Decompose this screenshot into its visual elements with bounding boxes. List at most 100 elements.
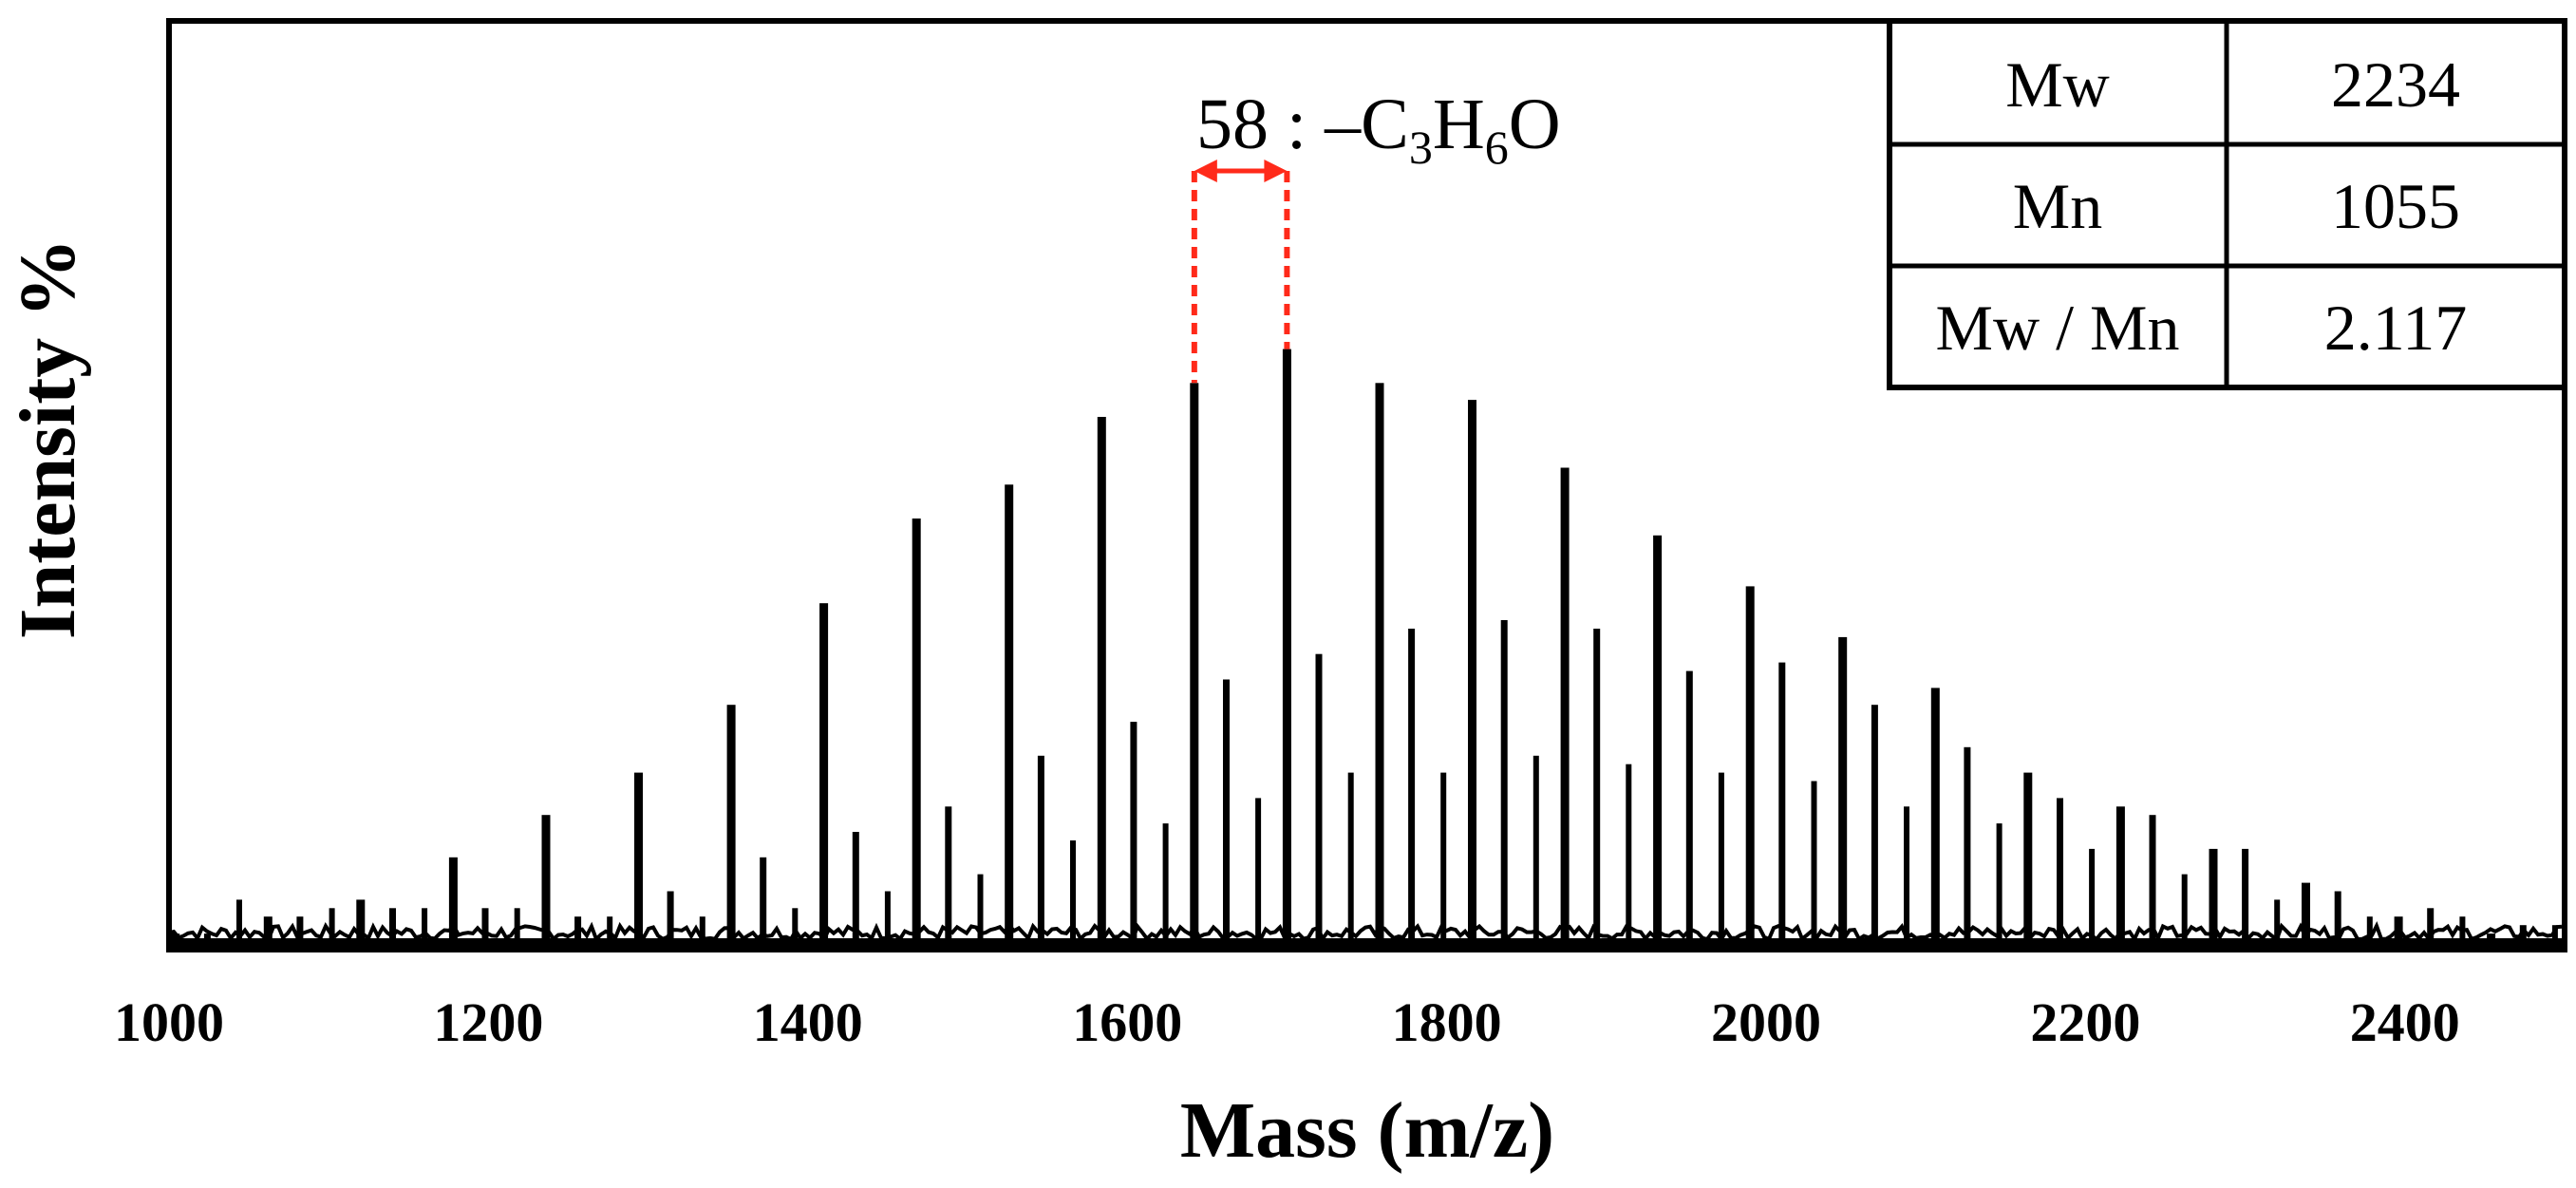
peak-minor-series-1102 (329, 908, 335, 944)
annotation-text-part: O (1509, 85, 1561, 164)
peak-minor-series-2320 (2274, 899, 2281, 944)
x-axis-ticks: 1000 1200 1400 1600 1800 2000 2200 2400 (114, 938, 2460, 1053)
x-axis-title: Mass (m/z) (1180, 1086, 1554, 1175)
annotation-text-part: H (1433, 85, 1485, 164)
peak-minor-series-1276 (607, 916, 613, 944)
annotation-arrowhead-left (1194, 160, 1217, 182)
peak-secondary-series-2300 (2242, 848, 2249, 944)
table-value-mw: 2234 (2331, 48, 2460, 121)
x-tick-label-2400: 2400 (2350, 991, 2460, 1053)
peak-main-series-1700 (1282, 349, 1291, 945)
annotation-subscript: 3 (1409, 121, 1433, 174)
peak-minor-series-1682 (1255, 798, 1262, 944)
peak-minor-series-1392 (792, 908, 799, 944)
peak-minor-series-1450 (884, 891, 891, 944)
peak-secondary-series-1140 (389, 908, 396, 944)
peak-secondary-series-2126 (1964, 746, 1971, 944)
peak-main-series-1526 (1005, 484, 1014, 944)
plot-frame (166, 18, 2567, 952)
peak-secondary-series-1082 (296, 916, 304, 944)
peak-minor-series-1740 (1347, 772, 1354, 944)
peak-main-series-2164 (2023, 772, 2033, 944)
peak-secondary-series-1430 (852, 832, 859, 944)
peak-minor-series-1160 (422, 908, 428, 944)
peak-main-series-2338 (2302, 882, 2310, 944)
peak-minor-series-1798 (1440, 772, 1447, 944)
peak-main-series-1642 (1190, 383, 1199, 944)
peak-secondary-series-1604 (1130, 722, 1138, 944)
peak-main-series-1004 (171, 933, 180, 944)
peak-secondary-series-1024 (203, 933, 211, 944)
x-tick-label-1000: 1000 (114, 991, 224, 1053)
peak-minor-series-1914 (1626, 764, 1632, 944)
peak-secondary-series-1662 (1223, 679, 1230, 944)
annotation-subscript: 6 (1485, 121, 1509, 174)
peak-main-series-1294 (634, 772, 643, 944)
peak-minor-series-1566 (1070, 840, 1076, 944)
peak-main-series-1352 (726, 705, 736, 944)
peak-minor-series-1508 (977, 874, 984, 944)
peak-main-series-1874 (1560, 467, 1570, 944)
peak-main-series-1410 (819, 603, 829, 944)
peak-secondary-series-2416 (2427, 908, 2435, 944)
peak-main-series-1178 (448, 857, 458, 944)
peak-main-series-1120 (356, 899, 366, 944)
peak-minor-series-1044 (236, 899, 242, 944)
peak-minor-series-2378 (2366, 916, 2373, 944)
x-tick-label-1800: 1800 (1392, 991, 1502, 1053)
spectrum-peaks (171, 349, 2558, 945)
peak-minor-series-2146 (1996, 823, 2003, 944)
peak-main-series-1932 (1653, 535, 1663, 944)
peak-secondary-series-1836 (1500, 620, 1508, 944)
peak-minor-series-2436 (2459, 916, 2466, 944)
x-tick-label-1400: 1400 (753, 991, 863, 1053)
peak-minor-series-1972 (1718, 772, 1724, 944)
peak-secondary-series-1488 (945, 806, 952, 944)
annotation-text-part: 58 : –C (1196, 85, 1409, 164)
peak-secondary-series-1372 (760, 857, 767, 944)
table-value-mn: 1055 (2331, 170, 2460, 242)
peak-main-series-1062 (263, 916, 273, 944)
baseline-noise (167, 920, 2565, 950)
peak-secondary-series-2184 (2057, 798, 2063, 944)
peak-secondary-series-1546 (1037, 755, 1044, 944)
peak-main-series-1236 (541, 815, 551, 944)
peak-secondary-series-1720 (1315, 653, 1323, 944)
peak-minor-series-1334 (699, 916, 705, 944)
peak-minor-series-1624 (1162, 823, 1169, 944)
y-axis-title: Intensity % (4, 238, 92, 639)
peak-minor-series-2204 (2089, 848, 2096, 944)
peak-secondary-series-1894 (1593, 629, 1601, 944)
table-label-mw: Mw (2005, 48, 2110, 121)
peak-main-series-1468 (912, 519, 921, 944)
molecular-weight-table: Mw 2234 Mn 1055 Mw / Mn 2.117 (1887, 18, 2567, 390)
peak-main-series-2048 (1838, 636, 1848, 944)
peak-minor-series-2262 (2181, 874, 2188, 944)
peak-secondary-series-1198 (481, 908, 489, 944)
peak-main-series-2454 (2487, 933, 2496, 944)
peak-main-series-2280 (2209, 848, 2218, 944)
peak-secondary-series-1256 (574, 916, 582, 944)
peak-secondary-series-2358 (2334, 891, 2341, 944)
x-tick-label-1200: 1200 (433, 991, 543, 1053)
annotation-label: 58 : –C3H6O (1196, 85, 1561, 174)
peak-secondary-series-2242 (2149, 815, 2156, 944)
peak-minor-series-2494 (2551, 925, 2558, 944)
x-tick-label-2200: 2200 (2030, 991, 2140, 1053)
table-value-pdi: 2.117 (2324, 292, 2467, 364)
peak-secondary-series-2068 (1871, 705, 1878, 944)
peak-minor-series-1856 (1532, 755, 1539, 944)
peak-main-series-1816 (1468, 400, 1476, 945)
peak-main-series-1990 (1745, 586, 1755, 944)
peak-main-series-2106 (1930, 688, 1940, 944)
peak-secondary-series-2010 (1778, 662, 1786, 944)
peak-main-series-2396 (2394, 916, 2403, 944)
peak-main-series-1758 (1375, 383, 1384, 944)
peak-minor-series-2030 (1811, 781, 1817, 944)
peak-secondary-series-1314 (667, 891, 674, 944)
annotation-arrowhead-right (1264, 160, 1288, 182)
peak-minor-series-2088 (1904, 806, 1909, 944)
table-label-mn: Mn (2013, 170, 2102, 242)
table-label-pdi: Mw / Mn (1936, 292, 2180, 364)
